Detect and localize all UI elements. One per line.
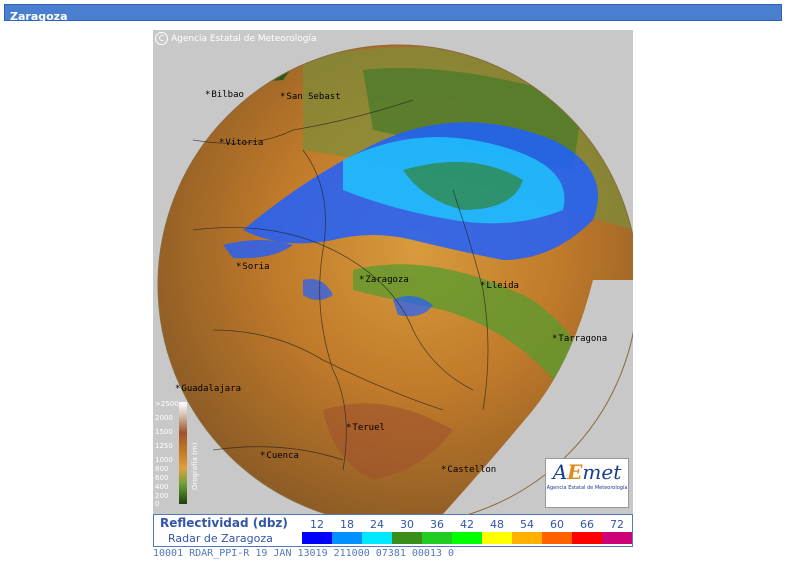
legend-color-swatch [482, 532, 512, 544]
city-label: Soria [236, 262, 269, 272]
legend-color-swatch [602, 532, 632, 544]
legend-color-swatch [572, 532, 602, 544]
legend-subtitle: Radar de Zaragoza [168, 532, 273, 545]
aemet-logo: AEmet Agencia Estatal de Meteorología [545, 458, 629, 508]
legend-color-swatch [392, 532, 422, 544]
legend-level-value: 54 [520, 518, 534, 531]
orography-value: 800 [155, 465, 169, 473]
legend-level-value: 72 [610, 518, 624, 531]
legend-level-value: 18 [340, 518, 354, 531]
orography-colorbar [179, 402, 187, 504]
legend-level-value: 24 [370, 518, 384, 531]
orography-value: 200 [155, 492, 169, 500]
orography-value: 1250 [155, 442, 173, 450]
orography-value: 1000 [155, 456, 173, 464]
orography-value: 2000 [155, 414, 173, 422]
logo-text: met [582, 460, 622, 484]
status-line: 10001 RDAR_PPI-R 19 JAN 13019 211000 073… [153, 547, 633, 561]
legend-level-value: 12 [310, 518, 324, 531]
orography-value: 0 [155, 500, 160, 508]
city-label: Teruel [346, 423, 385, 433]
city-label: Lleida [480, 281, 519, 291]
orography-scale: >2500 2000 1500 1250 1000 800 600 400 20… [153, 400, 199, 508]
city-label: Cuenca [260, 451, 299, 461]
orography-value: 400 [155, 483, 169, 491]
legend-color-swatch [452, 532, 482, 544]
city-label: Bilbao [205, 90, 244, 100]
radar-map-image [153, 30, 633, 514]
legend-level-value: 42 [460, 518, 474, 531]
legend-color-swatch [302, 532, 332, 544]
logo-subtitle: Agencia Estatal de Meteorología [546, 485, 628, 491]
logo-letter-e: E [567, 460, 583, 484]
legend-level-value: 48 [490, 518, 504, 531]
legend-level-value: 36 [430, 518, 444, 531]
city-label: Vitoria [219, 138, 263, 148]
orography-value: >2500 [155, 400, 179, 408]
city-label: Guadalajara [175, 384, 241, 394]
legend-level-value: 60 [550, 518, 564, 531]
legend-color-swatch [542, 532, 572, 544]
orography-value: 1500 [155, 428, 173, 436]
city-label: Castellon [441, 465, 496, 475]
city-label: Zaragoza [359, 275, 408, 285]
copyright-icon: C [155, 32, 168, 45]
copyright-notice: C Agencia Estatal de Meteorología [155, 32, 317, 45]
city-label: San Sebast [280, 92, 340, 102]
page-title: Zaragoza [10, 10, 68, 23]
orography-value: 600 [155, 474, 169, 482]
legend-level-value: 66 [580, 518, 594, 531]
legend-color-swatch [422, 532, 452, 544]
legend-title: Reflectividad (dbz) [160, 516, 288, 530]
logo-letter-a: A [552, 460, 568, 484]
copyright-text: Agencia Estatal de Meteorología [171, 34, 317, 44]
reflectivity-legend: Reflectividad (dbz) Radar de Zaragoza 12… [153, 514, 633, 547]
legend-color-swatch [512, 532, 542, 544]
city-label: Tarragona [552, 334, 607, 344]
title-bar: Zaragoza [4, 4, 782, 23]
orography-label: Orografía (m) [191, 442, 199, 490]
legend-level-value: 30 [400, 518, 414, 531]
legend-color-swatch [362, 532, 392, 544]
legend-color-swatch [332, 532, 362, 544]
